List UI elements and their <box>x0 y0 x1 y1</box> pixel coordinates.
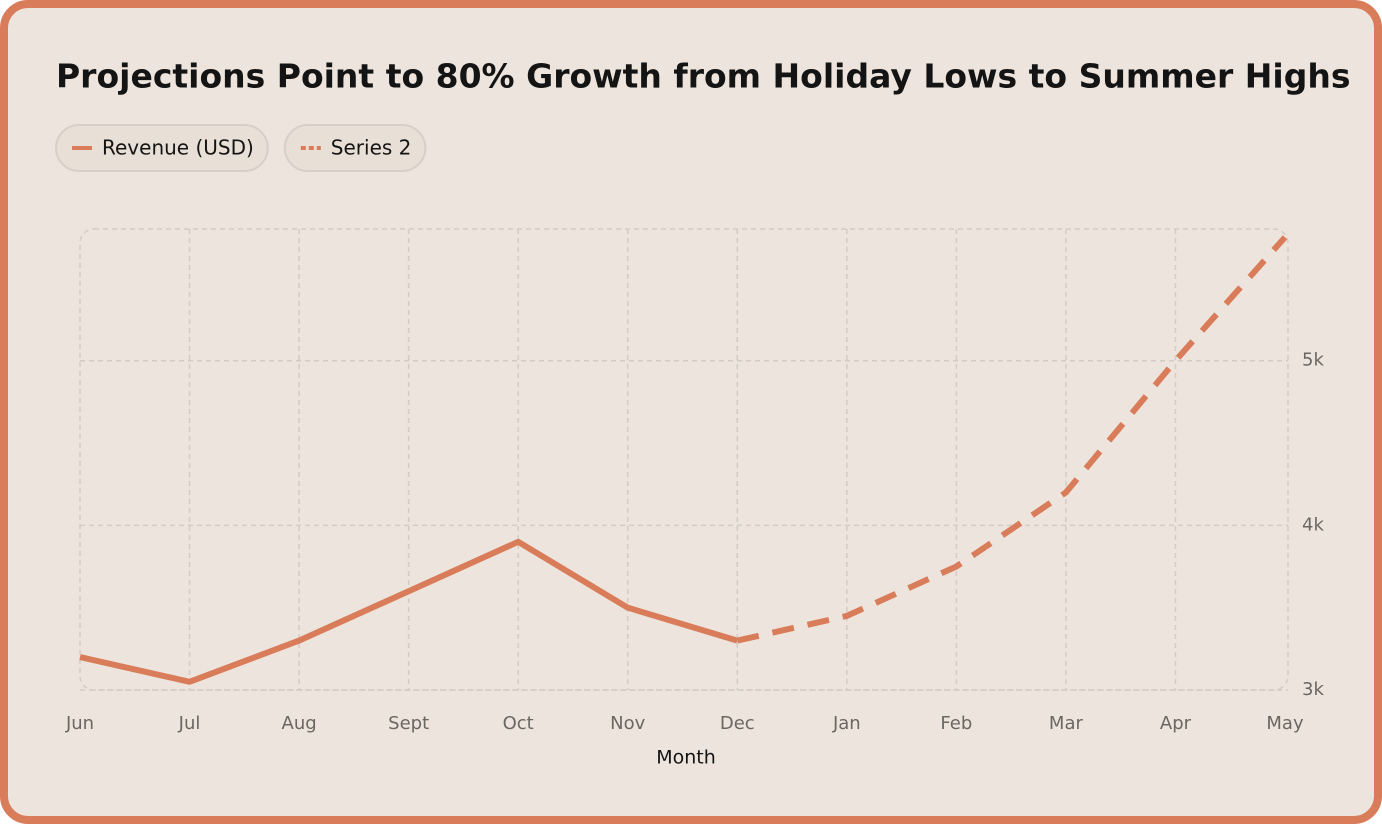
x-tick-label: Oct <box>503 713 534 734</box>
legend-label: Revenue (USD) <box>102 136 254 160</box>
legend-item <box>283 124 427 172</box>
legend-item <box>55 124 269 172</box>
plot-frame <box>79 228 1289 691</box>
y-tick-label: 5k <box>1302 350 1324 371</box>
x-tick-label: Dec <box>720 713 755 734</box>
x-axis-label: Month <box>656 747 716 769</box>
x-tick-label: Apr <box>1160 713 1192 734</box>
x-tick-label: Sept <box>388 713 429 734</box>
x-tick-label: Jun <box>65 713 94 734</box>
x-tick-label: Mar <box>1049 713 1084 734</box>
series-line <box>79 538 739 685</box>
y-tick-label: 3k <box>1302 679 1324 700</box>
chart-title: Projections Point to 80% Growth from Hol… <box>56 57 1350 96</box>
legend-label: Series 2 <box>331 136 412 160</box>
series-line <box>736 235 1288 644</box>
x-tick-label: Jan <box>832 713 861 734</box>
x-tick-label: Jul <box>178 713 201 734</box>
y-tick-label: 4k <box>1302 514 1324 535</box>
x-tick-label: Feb <box>940 713 972 734</box>
x-tick-label: May <box>1266 713 1304 734</box>
x-tick-label: Nov <box>610 713 645 734</box>
x-tick-label: Aug <box>282 713 317 734</box>
